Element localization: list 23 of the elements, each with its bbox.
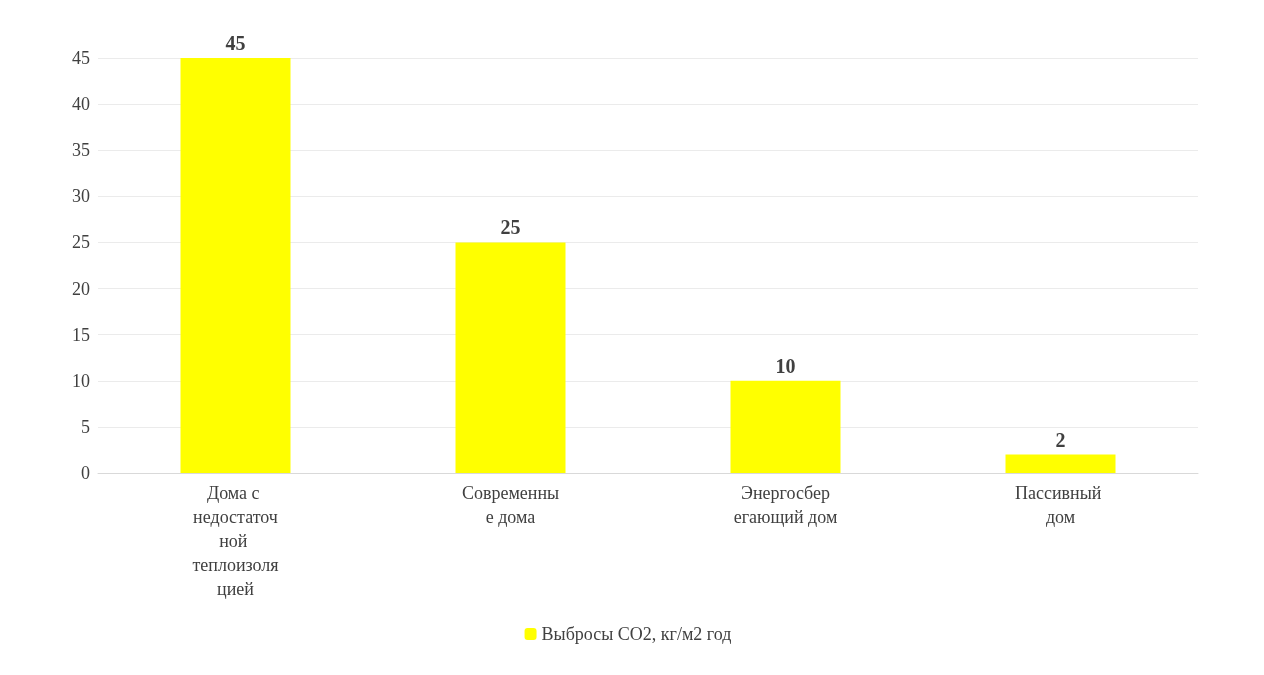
bar: [1005, 454, 1116, 473]
y-tick-label: 0: [81, 463, 90, 483]
x-tick-label: Энергосберегающий дом: [733, 483, 838, 527]
y-tick-label: 10: [72, 370, 90, 391]
y-tick-label: 35: [72, 140, 90, 161]
bar: [455, 242, 566, 473]
y-tick-label: 25: [72, 232, 90, 253]
data-label: 25: [500, 216, 521, 239]
y-tick-label: 30: [72, 186, 90, 207]
bar: [180, 58, 291, 473]
data-label: 2: [1055, 428, 1066, 451]
y-tick-label: 40: [72, 94, 90, 115]
y-tick-label: 45: [72, 48, 90, 68]
x-tick-label: Дома с недостаточной теплоизоляцией: [192, 483, 279, 599]
bar: [730, 380, 841, 473]
data-label: 10: [775, 354, 796, 377]
legend-label: Выбросы СО2, кг/м2 год: [541, 624, 732, 644]
x-tick-label: Современные дома: [461, 483, 560, 527]
y-tick-label: 15: [72, 324, 90, 345]
y-tick-label: 20: [72, 278, 90, 299]
y-tick-label: 5: [81, 416, 90, 437]
x-tick-label: Пассивный дом: [1015, 483, 1106, 527]
data-label: 45: [225, 32, 246, 54]
